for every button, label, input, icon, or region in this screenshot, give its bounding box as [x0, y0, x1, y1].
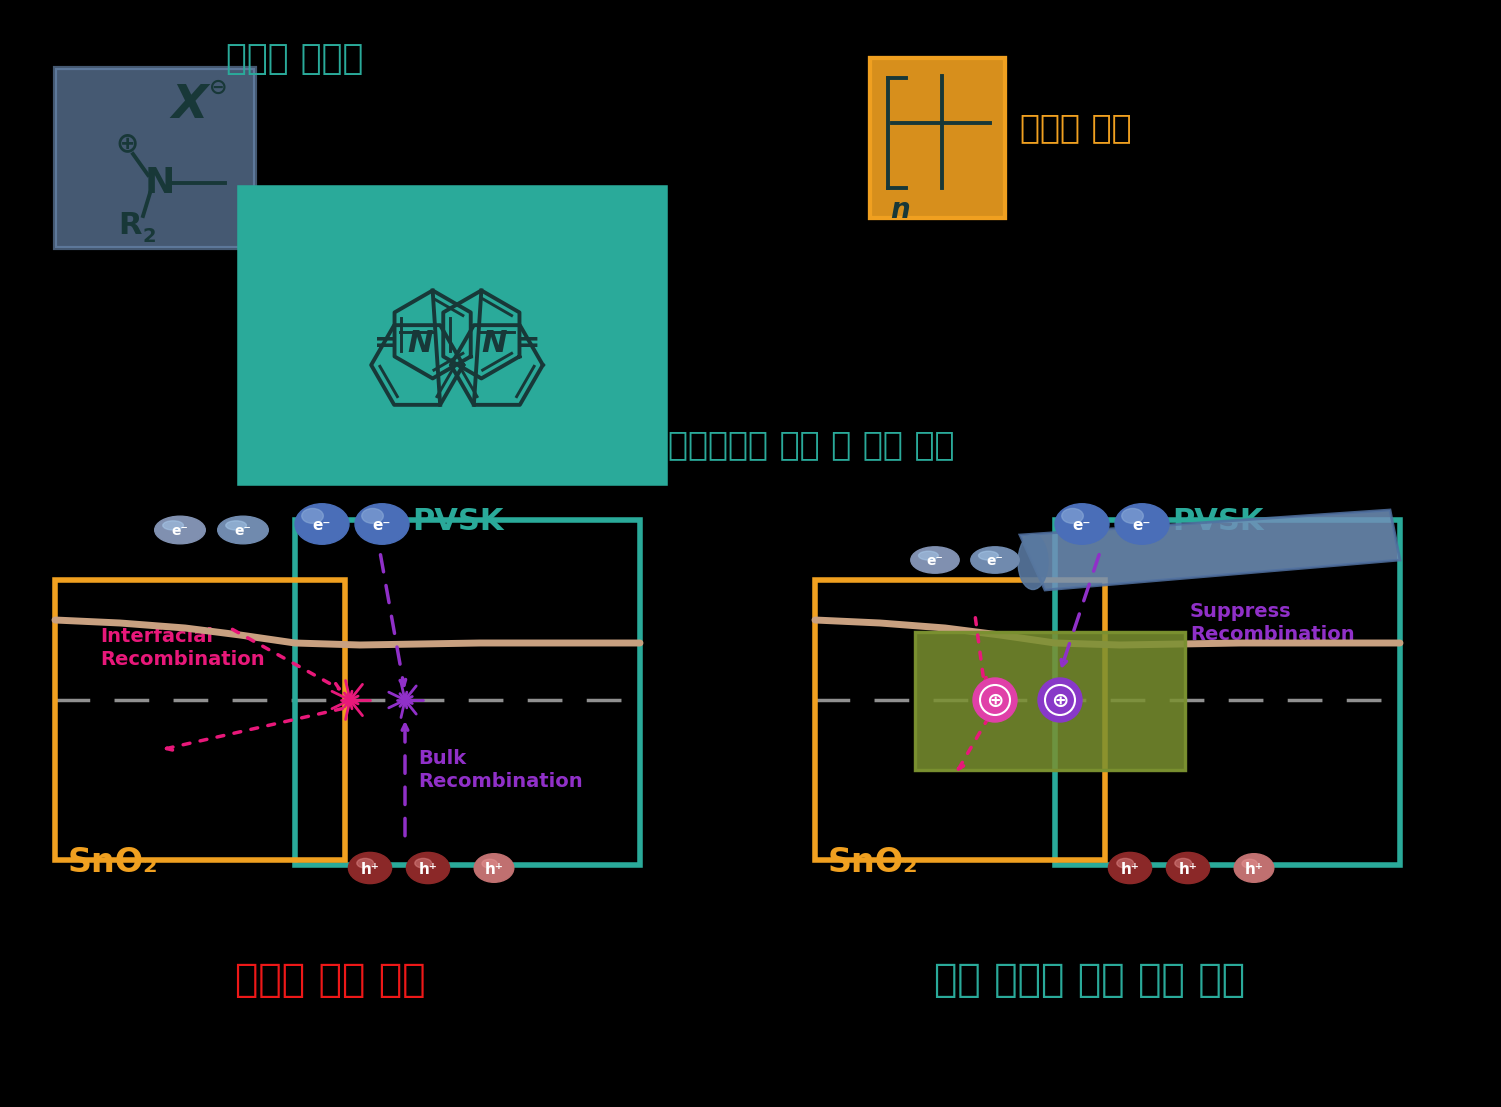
Text: e⁻: e⁻ — [926, 554, 944, 568]
Bar — [296, 520, 639, 865]
Text: X: X — [171, 83, 209, 128]
Bar — [56, 68, 255, 248]
Text: ⊖: ⊖ — [209, 77, 227, 99]
Text: h⁺: h⁺ — [1244, 862, 1264, 878]
Ellipse shape — [1175, 858, 1192, 868]
Text: h⁺: h⁺ — [360, 862, 380, 878]
Text: 고분자 재료: 고분자 재료 — [1021, 112, 1132, 145]
Ellipse shape — [474, 853, 513, 882]
Ellipse shape — [302, 508, 323, 524]
Ellipse shape — [482, 859, 497, 868]
Text: SnO₂: SnO₂ — [68, 846, 159, 879]
Text: e⁻: e⁻ — [234, 524, 252, 538]
Ellipse shape — [225, 520, 246, 530]
Text: ⊕: ⊕ — [986, 691, 1004, 711]
Text: ⊕: ⊕ — [1051, 691, 1069, 711]
Text: N: N — [482, 329, 506, 358]
Text: Suppress
Recombination: Suppress Recombination — [1190, 602, 1354, 644]
Text: 이온성 작용기: 이온성 작용기 — [227, 42, 363, 76]
Text: e⁻: e⁻ — [312, 518, 332, 534]
Ellipse shape — [162, 520, 183, 530]
Ellipse shape — [919, 551, 938, 560]
Text: =: = — [516, 329, 540, 358]
Ellipse shape — [407, 852, 450, 883]
Text: h⁺: h⁺ — [419, 862, 437, 878]
Ellipse shape — [348, 852, 392, 883]
Text: Bulk
Recombination: Bulk Recombination — [417, 748, 582, 792]
Text: PVSK: PVSK — [1172, 507, 1264, 536]
Bar — [240, 188, 665, 483]
Polygon shape — [1021, 510, 1400, 590]
Ellipse shape — [1121, 508, 1144, 524]
Text: 문제 해결을 통한 성능 증가: 문제 해결을 통한 성능 증가 — [935, 961, 1246, 999]
Bar — [815, 580, 1105, 860]
Text: N: N — [407, 329, 432, 358]
Bar — [916, 632, 1184, 770]
Text: R: R — [119, 211, 141, 240]
Ellipse shape — [911, 547, 959, 573]
Text: 성능적 손실 발생: 성능적 손실 발생 — [234, 961, 425, 999]
Text: e⁻: e⁻ — [372, 518, 392, 534]
Text: PVSK: PVSK — [411, 507, 503, 536]
Ellipse shape — [356, 504, 408, 545]
Ellipse shape — [155, 516, 206, 544]
Circle shape — [973, 677, 1018, 722]
Ellipse shape — [1055, 504, 1109, 545]
Ellipse shape — [357, 858, 374, 868]
Text: e⁻: e⁻ — [1133, 518, 1151, 534]
Text: ⊕: ⊕ — [116, 130, 138, 157]
Ellipse shape — [1166, 852, 1210, 883]
Text: h⁺: h⁺ — [1121, 862, 1139, 878]
Text: e⁻: e⁻ — [1073, 518, 1091, 534]
Ellipse shape — [1241, 859, 1258, 868]
Ellipse shape — [414, 858, 432, 868]
Ellipse shape — [296, 504, 350, 545]
Bar — [871, 58, 1006, 218]
Bar — [240, 188, 665, 483]
Text: 2: 2 — [143, 227, 156, 246]
Text: e⁻: e⁻ — [986, 554, 1004, 568]
Text: N: N — [144, 166, 176, 200]
Ellipse shape — [362, 508, 383, 524]
Text: h⁺: h⁺ — [1178, 862, 1198, 878]
Text: =: = — [374, 329, 398, 358]
Ellipse shape — [1115, 504, 1169, 545]
Text: n: n — [890, 196, 910, 224]
Ellipse shape — [1117, 858, 1133, 868]
Bar — [871, 58, 1006, 218]
Ellipse shape — [979, 551, 998, 560]
Text: e⁻: e⁻ — [171, 524, 189, 538]
Circle shape — [1039, 677, 1082, 722]
Ellipse shape — [1018, 535, 1048, 590]
Text: 콘쥐게이션 유기 단 분자 코어: 콘쥐게이션 유기 단 분자 코어 — [668, 428, 955, 462]
Ellipse shape — [1234, 853, 1274, 882]
Bar — [916, 632, 1184, 770]
Bar — [56, 580, 345, 860]
Ellipse shape — [1108, 852, 1151, 883]
Ellipse shape — [218, 516, 269, 544]
Text: SnO₂: SnO₂ — [829, 846, 919, 879]
Bar — [1055, 520, 1400, 865]
Text: h⁺: h⁺ — [485, 862, 503, 878]
Text: Interfacial
Recombination: Interfacial Recombination — [101, 627, 264, 670]
Ellipse shape — [1061, 508, 1084, 524]
Ellipse shape — [971, 547, 1019, 573]
